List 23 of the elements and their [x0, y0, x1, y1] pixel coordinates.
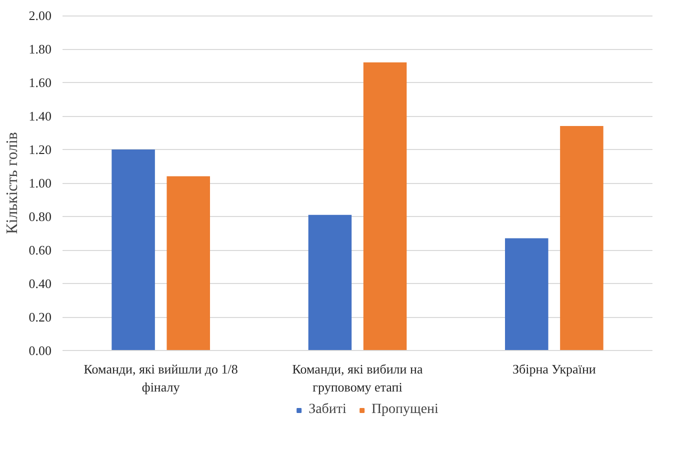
x-tick-label: Збірна України [512, 362, 596, 376]
y-tick-label: 2.00 [28, 8, 52, 23]
y-tick-label: 1.40 [28, 108, 52, 124]
legend-label: Забиті [308, 402, 346, 418]
legend-label: Пропущені [371, 402, 438, 418]
bar [505, 238, 548, 350]
y-tick-label: 1.80 [28, 42, 52, 56]
bar [112, 150, 155, 350]
y-tick-label: 0.00 [28, 343, 52, 358]
y-axis-title: Кількість голів [4, 132, 21, 234]
y-tick-label: 0.20 [28, 310, 52, 324]
x-tick-label: Команди, які вийшли до 1/8 фіналу [84, 362, 238, 394]
bar [560, 126, 604, 350]
bar [308, 214, 352, 350]
x-tick-label: Команди, які вибили на груповому етапі [292, 362, 423, 394]
y-tick-label: 1.00 [28, 176, 52, 190]
y-tick-label: 0.60 [28, 242, 52, 258]
bar [166, 176, 210, 350]
y-tick-label: 1.60 [28, 75, 52, 90]
y-tick-label: 0.40 [28, 276, 52, 291]
bar [363, 62, 407, 350]
y-tick-label: 0.80 [28, 209, 52, 224]
y-tick-label: 1.20 [28, 142, 52, 157]
